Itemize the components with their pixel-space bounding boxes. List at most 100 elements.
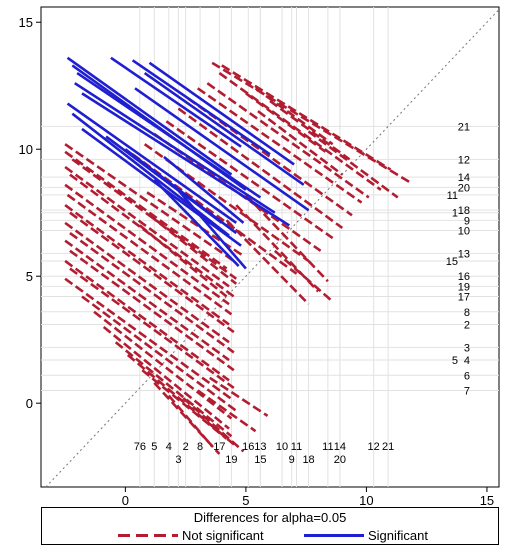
y-tick-label: 10: [19, 142, 33, 157]
y-marker-label: 20: [458, 182, 470, 194]
x-marker-label: 17: [213, 441, 225, 453]
y-tick-label: 0: [26, 396, 33, 411]
not-significant-segment: [81, 295, 238, 412]
not-significant-segment: [69, 211, 235, 334]
y-tick-label: 15: [19, 15, 33, 30]
not-significant-segment: [257, 110, 344, 176]
not-significant-segment: [66, 193, 233, 316]
x-axis: 0 5 10 15: [122, 487, 494, 508]
not-significant-segment: [182, 397, 245, 453]
not-significant-segment: [141, 369, 228, 440]
x-marker-label: 16: [242, 441, 254, 453]
legend-swatch-dashed: [118, 533, 178, 537]
x-marker-label: 19: [225, 454, 237, 466]
legend-item-significant: Significant: [304, 528, 428, 543]
not-significant-segment: [244, 194, 329, 283]
significant-segment: [143, 71, 305, 186]
y-marker-label: 2: [464, 319, 470, 331]
significant-segment: [66, 102, 238, 224]
not-significant-segment: [196, 87, 363, 204]
x-marker-label: 2: [183, 441, 189, 453]
not-significant-segment: [64, 277, 235, 402]
significant-segment: [131, 59, 271, 156]
not-significant-segment: [139, 224, 228, 298]
significant-segment: [163, 155, 245, 224]
y-marker-label: 16: [458, 271, 470, 283]
x-marker-label: 5: [151, 441, 157, 453]
not-significant-segment: [206, 82, 370, 199]
not-significant-segment: [64, 221, 230, 344]
y-axis: 0 5 10 15: [19, 15, 41, 411]
not-significant-segment: [69, 231, 235, 354]
x-marker-label: 13: [254, 441, 266, 453]
x-marker-label: 4: [166, 441, 172, 453]
y-marker-label: 1: [452, 208, 458, 220]
not-significant-segment: [225, 219, 310, 306]
not-significant-segment: [254, 87, 334, 146]
significant-segment: [124, 148, 238, 235]
x-marker-label: 76: [134, 441, 146, 453]
not-significant-segment: [218, 71, 382, 191]
significant-segment: [81, 92, 290, 227]
y-marker-label: 21: [458, 121, 470, 133]
y-marker-label: 12: [458, 154, 470, 166]
significant-segment: [110, 56, 242, 148]
significant-segment: [148, 61, 295, 166]
legend-item-not-significant: Not significant: [118, 528, 264, 543]
x-tick-label: 10: [359, 493, 373, 508]
x-tick-label: 0: [122, 493, 129, 508]
plot-area: [40, 6, 500, 488]
y-marker-label: 15: [446, 256, 458, 268]
y-marker-label: 9: [464, 215, 470, 227]
not-significant-segment: [167, 394, 214, 448]
y-marker-label: 10: [458, 225, 470, 237]
not-significant-segment: [153, 381, 221, 455]
not-significant-segment: [114, 341, 233, 438]
y-marker-label: 17: [458, 292, 470, 304]
y-marker-label: 5: [452, 355, 458, 367]
y-marker-label: 4: [464, 355, 470, 367]
significant-segment: [71, 112, 230, 237]
significant-segment: [76, 71, 262, 199]
x-marker-label: 3: [175, 454, 181, 466]
not-significant-segment: [245, 92, 327, 153]
not-significant-segment: [148, 214, 238, 285]
not-significant-segment: [221, 64, 392, 171]
not-significant-segment: [64, 259, 230, 382]
not-significant-segment: [196, 389, 257, 433]
x-tick-label: 15: [480, 493, 494, 508]
y-marker-label: 7: [464, 385, 470, 397]
y-marker-gridlines: [41, 125, 499, 391]
not-significant-segment: [209, 376, 269, 417]
x-marker-label: 9: [289, 454, 295, 466]
y-marker-label: 19: [458, 281, 470, 293]
legend-title: Differences for alpha=0.05: [193, 510, 347, 525]
x-marker-label: 20: [334, 454, 346, 466]
significant-segment: [74, 82, 276, 214]
significant-segment: [172, 183, 247, 270]
not-significant-segment: [269, 99, 351, 161]
not-significant-segment: [69, 249, 235, 372]
not-significant-segment: [177, 107, 344, 230]
legend: Differences for alpha=0.05 Not significa…: [41, 507, 499, 545]
x-marker-label: 14: [334, 441, 346, 453]
x-marker-label: 21: [382, 441, 394, 453]
not-significant-segment: [69, 173, 235, 298]
not-significant-segment: [64, 239, 230, 362]
x-marker-label: 18: [302, 454, 314, 466]
x-marker-label: 12: [368, 441, 380, 453]
x-marker-label: 11: [291, 441, 302, 453]
significant-segment: [66, 56, 233, 176]
not-significant-segment: [307, 130, 399, 199]
y-marker-label: 3: [464, 342, 470, 354]
y-marker-label: 8: [464, 307, 470, 319]
not-significant-segment: [93, 310, 233, 420]
y-marker-label: 6: [464, 370, 470, 382]
x-tick-label: 5: [242, 493, 249, 508]
not-significant-segment: [64, 143, 235, 263]
significant-series: [66, 56, 310, 270]
y-tick-label: 5: [26, 269, 33, 284]
